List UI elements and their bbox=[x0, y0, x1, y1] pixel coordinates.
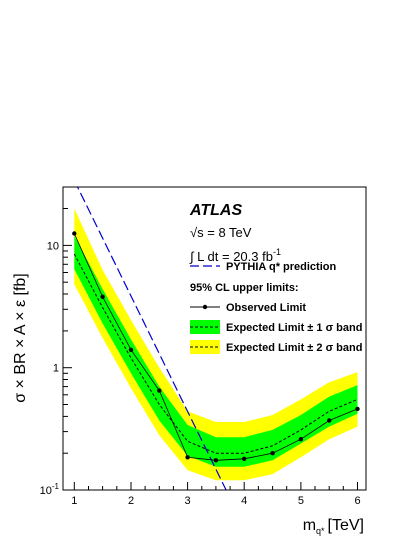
x-axis-subscript: q* bbox=[316, 526, 325, 536]
lumi-label: ∫ L dt = 20.3 fb-1 bbox=[189, 247, 281, 264]
x-tick-label: 1 bbox=[71, 495, 77, 507]
experiment-label: ATLAS bbox=[189, 202, 242, 219]
observed-point bbox=[72, 231, 77, 236]
lumi-superscript: -1 bbox=[273, 247, 281, 257]
energy-label: √s = 8 TeV bbox=[190, 225, 252, 240]
x-tick-label: 5 bbox=[298, 495, 304, 507]
observed-point bbox=[355, 406, 360, 412]
observed-point bbox=[157, 388, 162, 393]
observed-point bbox=[213, 458, 219, 463]
y-tick-label: 10 bbox=[47, 240, 59, 252]
observed-point bbox=[298, 437, 304, 442]
y-tick-label: 1 bbox=[53, 363, 59, 375]
legend-header: 95% CL upper limits: bbox=[190, 282, 299, 294]
legend-1sigma-label: Expected Limit ± 1 σ band bbox=[226, 322, 362, 334]
y-axis-ticks: 10-1 1 10 bbox=[40, 186, 72, 497]
x-axis-unit: [TeV] bbox=[328, 517, 364, 534]
y-axis-title: σ × BR × A × ε [fb] bbox=[12, 273, 29, 403]
x-tick-label: 6 bbox=[354, 495, 360, 507]
legend-observed-label: Observed Limit bbox=[226, 302, 306, 314]
band-2sigma bbox=[74, 208, 358, 481]
legend-pythia-label: PYTHIA q* prediction bbox=[226, 261, 336, 273]
observed-point bbox=[327, 418, 332, 423]
lumi-text: ∫ L dt = 20.3 fb bbox=[189, 249, 273, 264]
x-tick-label: 3 bbox=[185, 495, 191, 507]
x-axis-ticks: 1 2 3 4 5 6 bbox=[71, 482, 361, 507]
observed-point bbox=[185, 455, 190, 460]
observed-point bbox=[242, 456, 247, 461]
x-axis-title: mq* [TeV] bbox=[303, 517, 364, 536]
observed-point bbox=[100, 294, 105, 299]
observed-point bbox=[270, 451, 275, 456]
x-tick-label: 2 bbox=[128, 495, 134, 507]
legend-observed-marker bbox=[202, 304, 208, 310]
pythia-prediction-line bbox=[76, 187, 227, 490]
expected-median-line bbox=[73, 253, 358, 454]
y-tick-label: 10-1 bbox=[40, 482, 60, 497]
x-axis-var: m bbox=[303, 517, 316, 534]
legend-2sigma-label: Expected Limit ± 2 σ band bbox=[226, 342, 362, 354]
limit-curves bbox=[72, 187, 360, 490]
x-tick-label: 4 bbox=[241, 495, 247, 507]
legend: PYTHIA q* prediction 95% CL upper limits… bbox=[190, 261, 362, 354]
observed-point bbox=[128, 347, 134, 352]
plot-frame bbox=[62, 186, 367, 491]
